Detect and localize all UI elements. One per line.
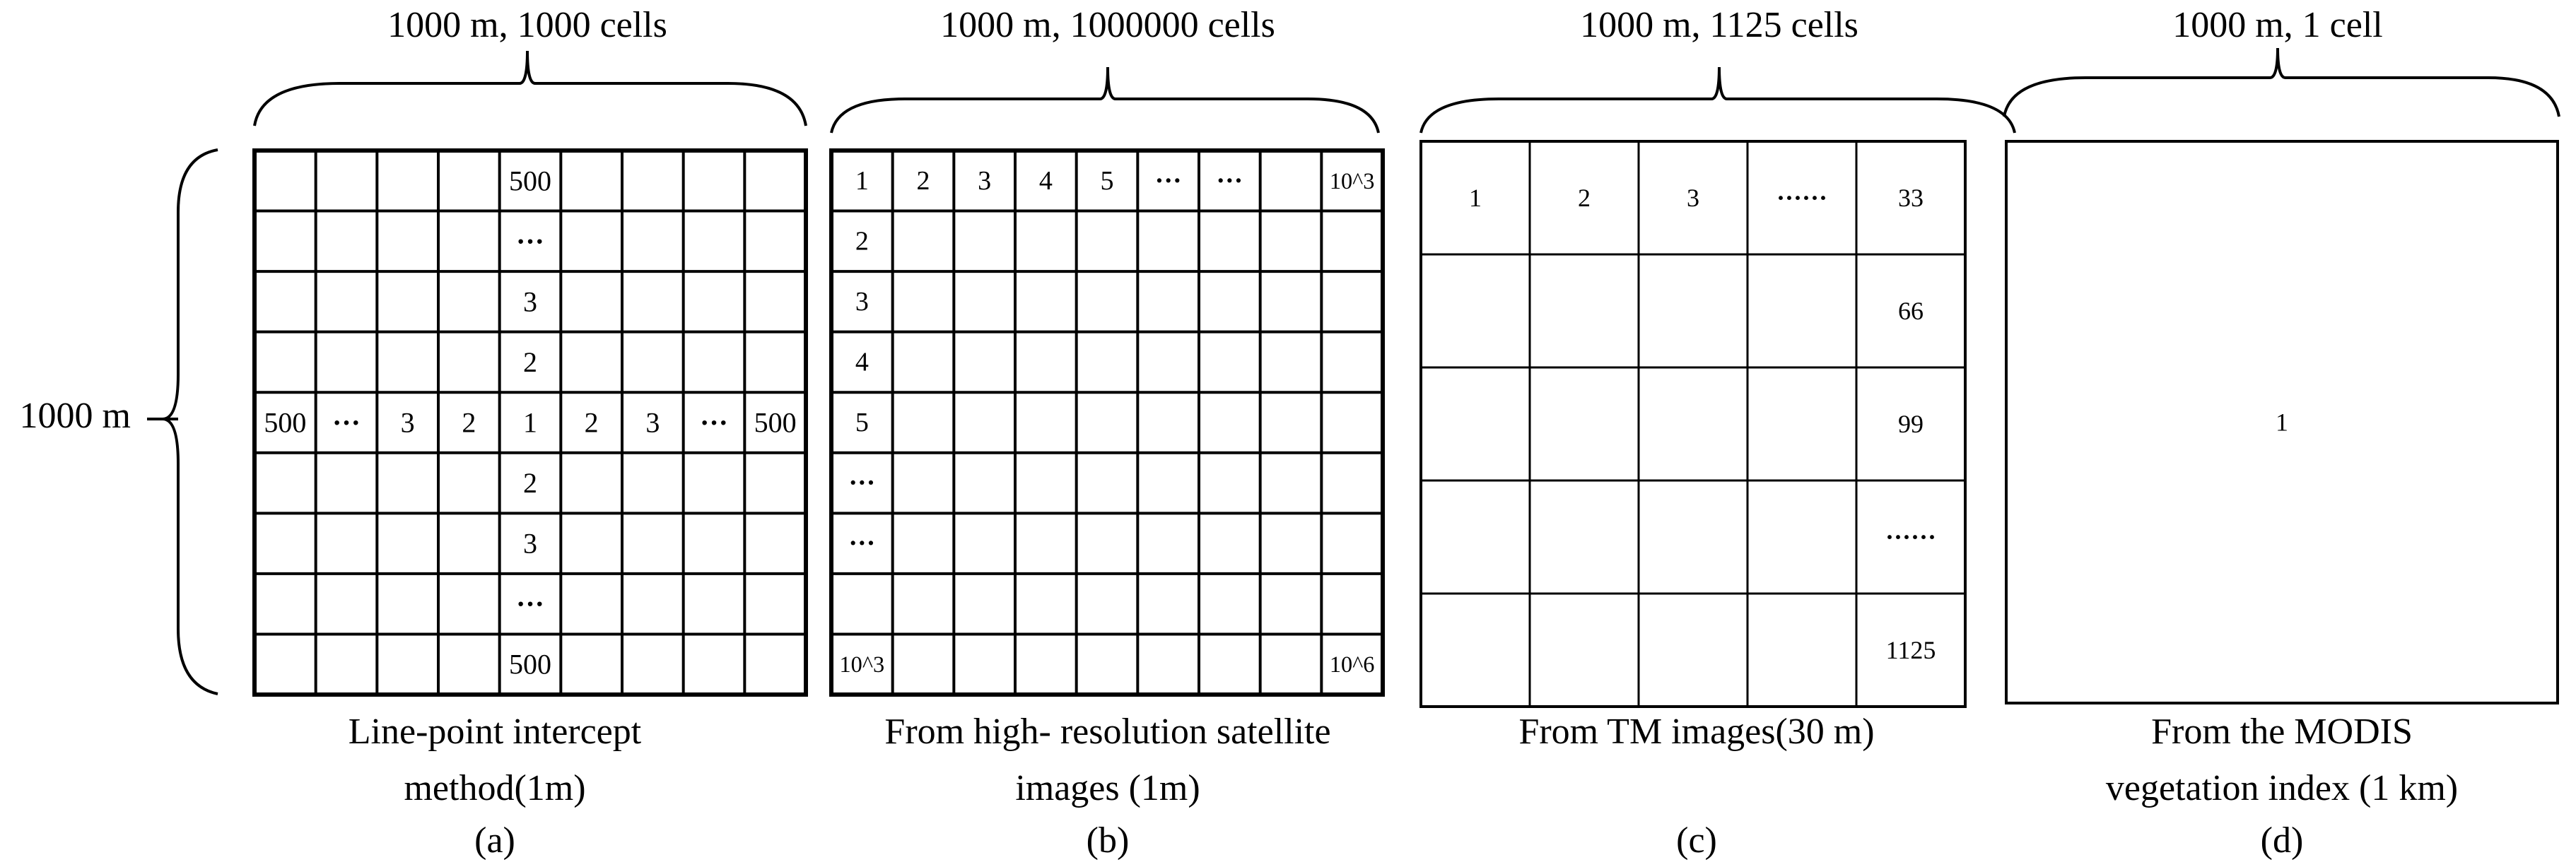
panel-b-cell-label: 4 xyxy=(1039,166,1053,196)
panel-a-cell-label: 500 xyxy=(509,165,551,196)
panel-b-cell-label: 5 xyxy=(1101,166,1114,196)
panel-d: 1000 m, 1 cell 1 From the MODIS vegetati… xyxy=(2003,5,2560,861)
panel-b-cell-label: 3 xyxy=(978,166,991,196)
panel-a-cell-label: 1 xyxy=(523,407,537,439)
panel-c-cell-label: 66 xyxy=(1898,297,1924,325)
panel-a-letter: (a) xyxy=(474,820,515,861)
panel-a-cell-label: 3 xyxy=(523,528,537,560)
panel-d-cell-label: 1 xyxy=(2276,408,2288,437)
panel-c-caption-line-1: From TM images(30 m) xyxy=(1518,712,1874,752)
panel-a-cell-label: 2 xyxy=(523,346,537,378)
panel-b-header: 1000 m, 1000000 cells xyxy=(940,5,1275,45)
panel-d-brace xyxy=(2003,47,2560,117)
panel-a-cell-label: 2 xyxy=(462,407,476,439)
left-axis-label: 1000 m xyxy=(20,396,131,436)
panel-a-cell-label: 500 xyxy=(754,407,797,439)
panel-a-cell-label: 3 xyxy=(645,407,660,439)
panel-a-cell-label: 3 xyxy=(523,285,537,317)
panel-a-header: 1000 m, 1000 cells xyxy=(387,5,667,45)
panel-c-cell-label: 3 xyxy=(1687,184,1699,212)
grid-border xyxy=(1419,140,1967,708)
panel-b-cell-label: 2 xyxy=(855,226,869,256)
panel-c-brace xyxy=(1419,66,2016,134)
panel-a-cell-label: ··· xyxy=(516,588,544,620)
panel-b-cell-label: ··· xyxy=(1155,166,1182,196)
panel-a-brace xyxy=(253,50,807,126)
panel-a-grid: 500 ··· 3 2 500 ··· 3 2 1 2 3 ··· 500 2 3 ··· 500 xyxy=(252,148,808,697)
panel-c-cell-label: ······ xyxy=(1776,184,1827,212)
panel-c-cell-label: 1 xyxy=(1469,184,1482,212)
panel-b-brace xyxy=(830,66,1380,134)
panel-c-letter: (c) xyxy=(1676,820,1717,861)
panel-a-caption-line-1: Line-point intercept xyxy=(349,712,642,752)
grid-border xyxy=(252,148,808,697)
panel-b-cell-label: 10^6 xyxy=(1330,651,1375,677)
panel-b-cell-label: 4 xyxy=(855,347,869,377)
panel-d-caption-line-2: vegetation index (1 km) xyxy=(2106,768,2458,808)
panel-b-cell-label: ··· xyxy=(848,468,875,498)
panel-b-cell-label: 10^3 xyxy=(840,651,885,677)
panel-c-cell-label: 2 xyxy=(1578,184,1591,212)
grid-border xyxy=(2005,140,2559,704)
panel-d-caption-line-1: From the MODIS xyxy=(2151,712,2413,752)
panel-a-cell-label: ··· xyxy=(700,407,728,439)
panel-c-cell-label: 99 xyxy=(1898,410,1924,438)
panel-d-letter: (d) xyxy=(2261,820,2304,861)
panel-a-caption-line-2: method(1m) xyxy=(404,768,585,808)
panel-a-cell-label: 500 xyxy=(509,649,551,680)
panel-b-cell-label: 10^3 xyxy=(1330,168,1375,194)
panel-a-cell-label: ··· xyxy=(516,225,544,257)
panel-c: 1000 m, 1125 cells 1 2 3 ······ 33 66 99 ······… xyxy=(1419,5,2016,861)
panel-c-cell-label: 33 xyxy=(1898,184,1924,212)
panel-a-cell-label: 2 xyxy=(523,467,537,499)
panel-c-cell-label: ······ xyxy=(1885,523,1936,551)
panel-c-cell-label: 1125 xyxy=(1886,636,1936,664)
grid-border xyxy=(829,148,1385,697)
panel-a-cell-label: ··· xyxy=(332,407,361,439)
panel-c-grid: 1 2 3 ······ 33 66 99 ······ 1125 xyxy=(1419,140,1967,708)
panel-a-cell-label: 500 xyxy=(264,407,306,439)
panel-b-grid: 1 2 3 4 5 ··· ··· 10^3 2 3 4 5 ··· ··· 10^3 10^6 xyxy=(829,148,1385,697)
panel-d-grid: 1 xyxy=(2005,140,2559,704)
panel-c-header: 1000 m, 1125 cells xyxy=(1580,5,1858,45)
panel-a-cell-label: 2 xyxy=(585,407,599,439)
left-axis-brace xyxy=(162,148,218,695)
panel-a-cell-label: 3 xyxy=(401,407,415,439)
panel-b: 1000 m, 1000000 cells 1 2 3 4 5 ··· ··· 10^3 2 3 4… xyxy=(829,5,1385,861)
panel-b-letter: (b) xyxy=(1087,820,1130,861)
panel-b-cell-label: ··· xyxy=(1216,166,1243,196)
panel-b-caption-line-2: images (1m) xyxy=(1015,768,1200,808)
panel-b-cell-label: 2 xyxy=(917,166,930,196)
panel-b-cell-label: 1 xyxy=(855,166,869,196)
panel-b-cell-label: ··· xyxy=(848,529,875,558)
panel-b-cell-label: 3 xyxy=(855,287,869,317)
panel-d-header: 1000 m, 1 cell xyxy=(2172,5,2383,45)
panel-b-cell-label: 5 xyxy=(855,408,869,437)
panel-a: 1000 m, 1000 cells 500 ··· 3 2 500 ··· 3 2 1 2 3 ··… xyxy=(252,5,808,861)
left-axis: 1000 m xyxy=(20,148,218,695)
panel-b-caption-line-1: From high- resolution satellite xyxy=(884,712,1330,752)
